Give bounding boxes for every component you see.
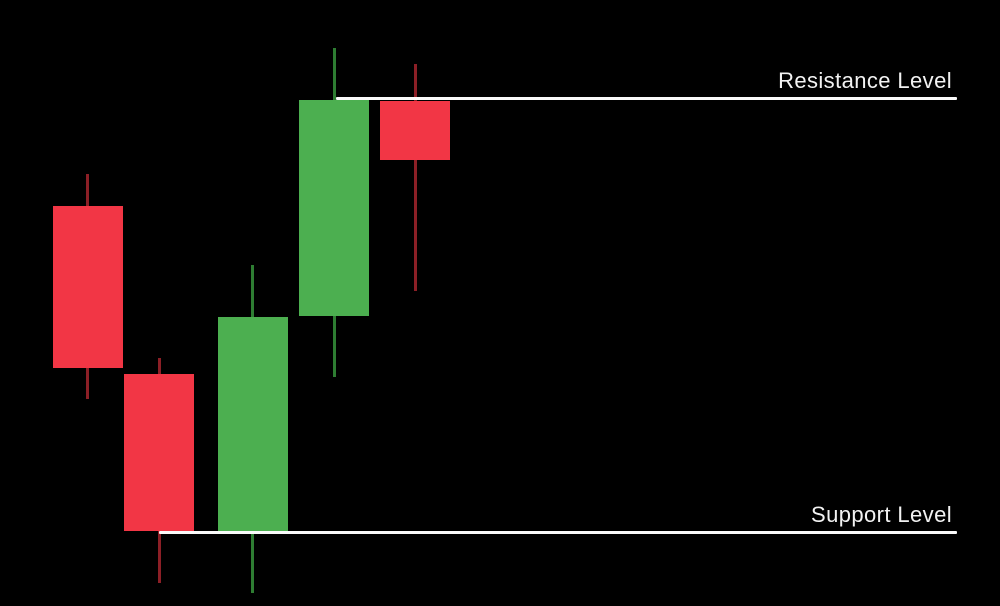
support-label: Support Level [811, 501, 952, 527]
candle-body-bear [52, 206, 123, 368]
resistance-label: Resistance Level [778, 68, 952, 94]
resistance-line [336, 97, 957, 101]
candle-wick [413, 64, 417, 291]
candle-body-bull [299, 99, 369, 316]
candle-body-bear [380, 101, 450, 160]
support-line [159, 530, 957, 534]
candle-body-bear [124, 373, 194, 531]
candle-body-bull [217, 316, 288, 531]
